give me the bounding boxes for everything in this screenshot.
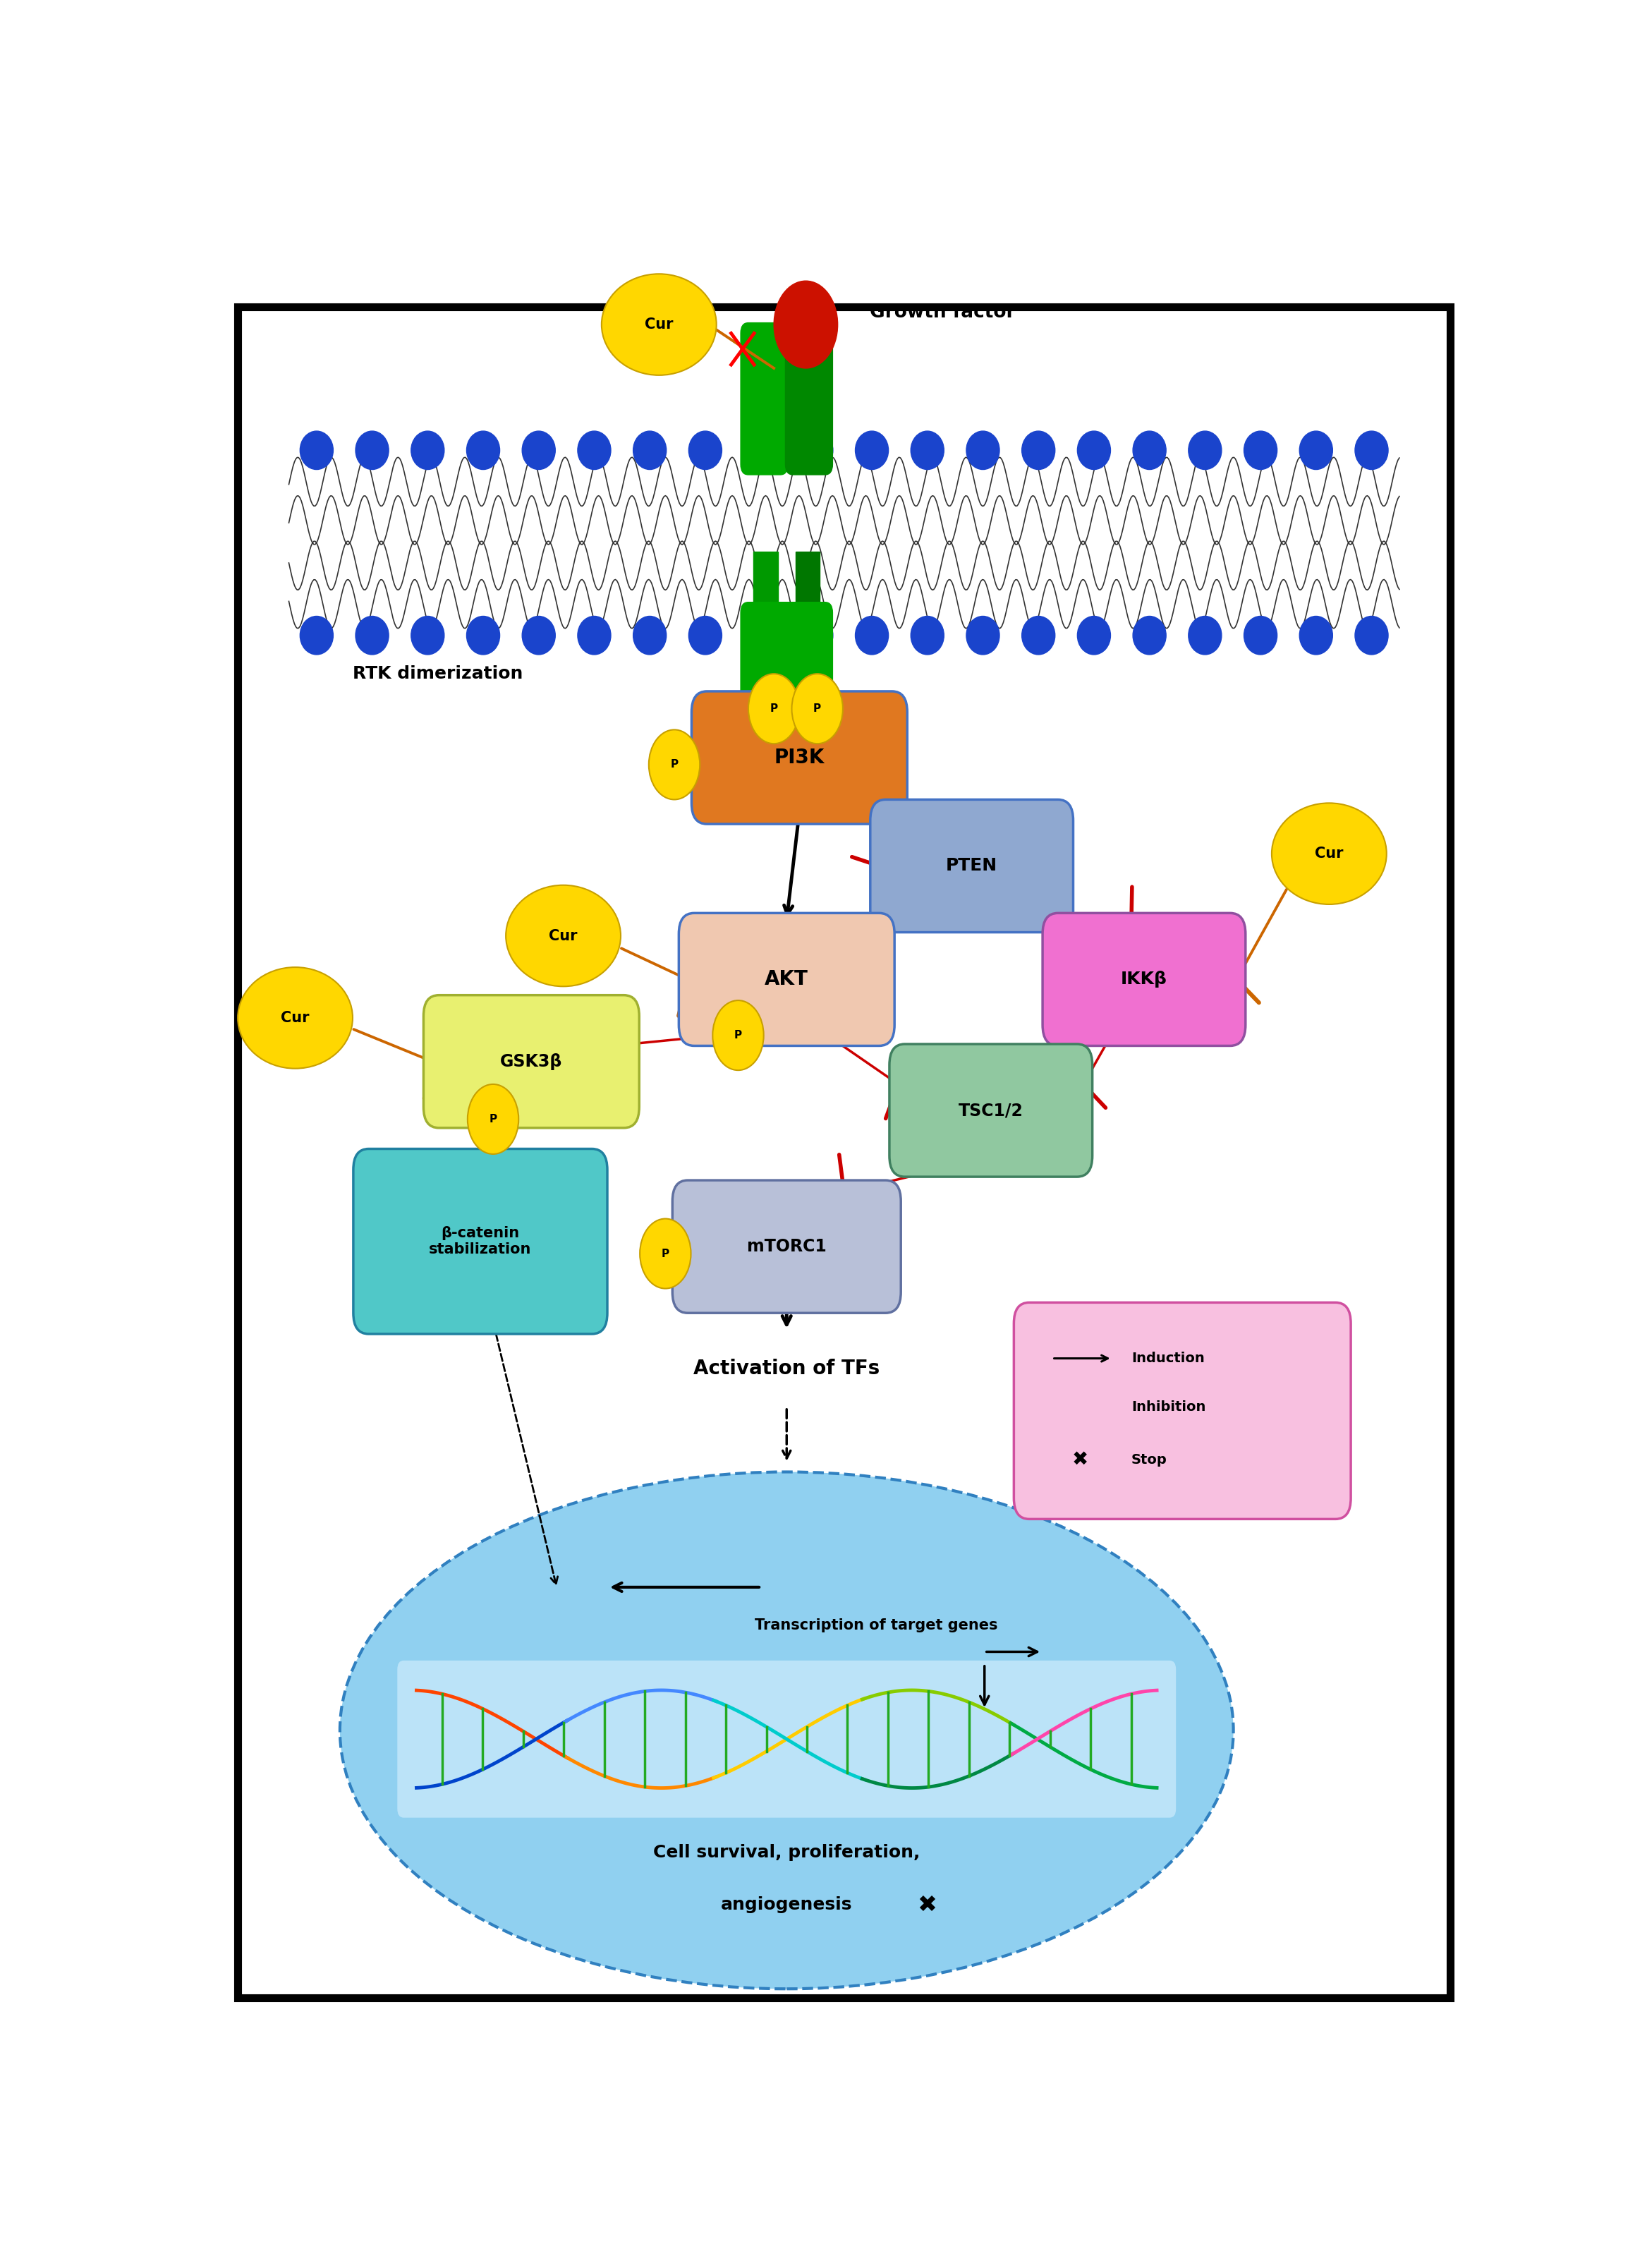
Ellipse shape [1299, 617, 1332, 655]
Text: Transcription of target genes: Transcription of target genes [754, 1619, 998, 1633]
Text: angiogenesis: angiogenesis [721, 1896, 853, 1914]
Ellipse shape [1189, 617, 1222, 655]
Ellipse shape [237, 966, 352, 1068]
Ellipse shape [855, 431, 888, 469]
Ellipse shape [1299, 431, 1332, 469]
Ellipse shape [466, 431, 499, 469]
Circle shape [713, 1000, 764, 1070]
Circle shape [792, 674, 843, 744]
Ellipse shape [632, 617, 667, 655]
FancyBboxPatch shape [397, 1660, 1176, 1817]
Ellipse shape [356, 617, 389, 655]
Circle shape [639, 1218, 692, 1288]
Ellipse shape [911, 617, 944, 655]
Ellipse shape [1189, 431, 1222, 469]
Ellipse shape [356, 431, 389, 469]
Text: RTK dimerization: RTK dimerization [352, 665, 522, 683]
FancyBboxPatch shape [1043, 914, 1245, 1046]
Ellipse shape [506, 885, 621, 987]
Text: TSC1/2: TSC1/2 [959, 1102, 1023, 1118]
Text: AKT: AKT [764, 968, 809, 989]
Ellipse shape [1355, 617, 1388, 655]
Ellipse shape [339, 1472, 1234, 1989]
Bar [796, 551, 820, 612]
FancyBboxPatch shape [354, 1150, 608, 1334]
FancyBboxPatch shape [870, 801, 1074, 932]
Circle shape [774, 281, 838, 367]
Text: Cur: Cur [282, 1012, 310, 1025]
Text: Stop: Stop [1131, 1454, 1168, 1467]
Text: Induction: Induction [1131, 1352, 1204, 1365]
Text: Cur: Cur [548, 928, 578, 943]
Ellipse shape [688, 431, 721, 469]
Circle shape [748, 674, 799, 744]
Ellipse shape [522, 431, 555, 469]
Ellipse shape [412, 617, 445, 655]
FancyBboxPatch shape [786, 322, 833, 474]
Text: P: P [735, 1030, 743, 1041]
Text: Activation of TFs: Activation of TFs [693, 1359, 879, 1379]
FancyBboxPatch shape [423, 996, 639, 1127]
Text: P: P [814, 703, 822, 714]
FancyBboxPatch shape [679, 914, 894, 1046]
Text: Growth factor: Growth factor [870, 304, 1015, 322]
Ellipse shape [744, 431, 777, 469]
Text: PI3K: PI3K [774, 748, 825, 767]
Ellipse shape [911, 431, 944, 469]
Ellipse shape [744, 617, 777, 655]
Ellipse shape [1021, 617, 1056, 655]
Ellipse shape [1021, 431, 1056, 469]
Text: Cur: Cur [644, 318, 674, 331]
Text: ✖: ✖ [917, 1894, 937, 1916]
FancyBboxPatch shape [741, 322, 787, 474]
Bar [753, 551, 777, 612]
Text: PTEN: PTEN [945, 857, 998, 875]
Ellipse shape [300, 617, 333, 655]
Text: ✖: ✖ [1072, 1449, 1089, 1470]
Text: P: P [670, 760, 679, 769]
Ellipse shape [632, 431, 667, 469]
FancyBboxPatch shape [672, 1179, 901, 1313]
Ellipse shape [578, 431, 611, 469]
Circle shape [649, 730, 700, 801]
Ellipse shape [1077, 617, 1110, 655]
Ellipse shape [522, 617, 555, 655]
Text: Cell survival, proliferation,: Cell survival, proliferation, [654, 1844, 921, 1862]
Ellipse shape [1271, 803, 1387, 905]
Ellipse shape [800, 431, 833, 469]
Text: Cur: Cur [1314, 846, 1344, 862]
Ellipse shape [1243, 617, 1276, 655]
Ellipse shape [1243, 431, 1276, 469]
Ellipse shape [601, 274, 716, 374]
Text: P: P [662, 1247, 669, 1259]
FancyBboxPatch shape [692, 692, 907, 823]
Text: Inhibition: Inhibition [1131, 1402, 1206, 1413]
Ellipse shape [800, 617, 833, 655]
Text: P: P [769, 703, 777, 714]
FancyBboxPatch shape [1015, 1302, 1351, 1520]
Ellipse shape [412, 431, 445, 469]
Text: mTORC1: mTORC1 [746, 1238, 827, 1254]
Text: GSK3β: GSK3β [501, 1052, 563, 1070]
Text: β-catenin
stabilization: β-catenin stabilization [428, 1227, 532, 1256]
Ellipse shape [1355, 431, 1388, 469]
Circle shape [468, 1084, 519, 1154]
Ellipse shape [688, 617, 721, 655]
FancyBboxPatch shape [237, 306, 1451, 1998]
FancyBboxPatch shape [741, 603, 833, 742]
Text: IKKβ: IKKβ [1122, 971, 1168, 989]
Ellipse shape [855, 617, 888, 655]
Ellipse shape [967, 617, 1000, 655]
Ellipse shape [1133, 617, 1166, 655]
Ellipse shape [300, 431, 333, 469]
Ellipse shape [466, 617, 499, 655]
Ellipse shape [967, 431, 1000, 469]
Text: P: P [489, 1114, 497, 1125]
FancyBboxPatch shape [889, 1043, 1092, 1177]
Ellipse shape [1077, 431, 1110, 469]
Ellipse shape [578, 617, 611, 655]
Ellipse shape [1133, 431, 1166, 469]
